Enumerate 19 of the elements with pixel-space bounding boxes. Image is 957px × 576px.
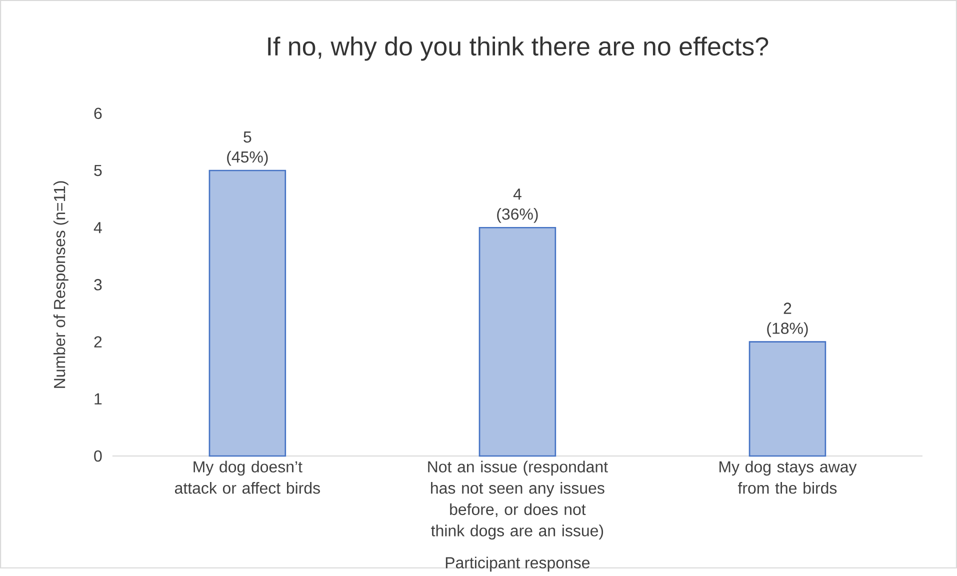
x-tick-label: Not an issue (respondant has not seen any issues before, or does not think dogs are an issue) <box>428 460 608 540</box>
bar <box>208 170 286 457</box>
y-tick-label: 1 <box>94 393 102 404</box>
bar <box>748 341 826 457</box>
x-axis-title: Participant response <box>446 556 590 572</box>
bar <box>478 226 556 457</box>
y-tick-label: 4 <box>94 222 102 234</box>
data-label: 4 (36%) <box>497 188 538 223</box>
data-label: 2 (18%) <box>767 302 808 338</box>
y-tick-label: 0 <box>94 450 102 462</box>
chart-title: If no, why do you think there are no effects? <box>268 36 768 61</box>
y-tick-label: 6 <box>94 108 102 120</box>
x-tick-label: My dog doesn’t attack or affect birds <box>174 460 320 494</box>
x-tick-label: My dog stays away from the birds <box>720 460 857 494</box>
y-axis-title: Number of Responses (n=11) <box>53 181 68 388</box>
y-tick-label: 5 <box>94 164 102 176</box>
data-label: 5 (45%) <box>227 132 268 166</box>
y-tick-label: 2 <box>94 336 102 348</box>
y-tick-label: 3 <box>94 279 102 290</box>
